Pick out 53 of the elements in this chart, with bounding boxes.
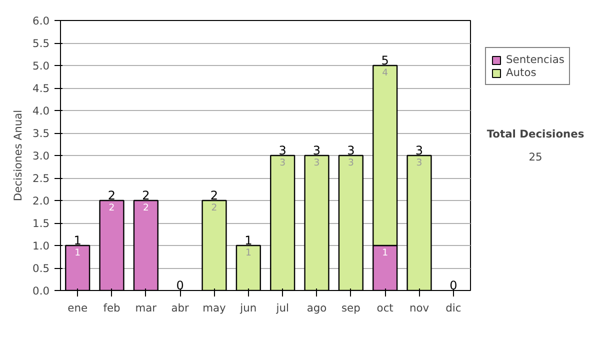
- data-label: 1: [382, 248, 388, 258]
- x-tick-label: dic: [446, 302, 462, 314]
- data-label: 4: [382, 68, 388, 78]
- x-tick-label: may: [202, 302, 226, 314]
- data-label: 3: [416, 158, 422, 168]
- y-tick-label: 3.5: [32, 127, 50, 140]
- data-label: 2: [142, 202, 149, 214]
- x-tick-label: mar: [135, 302, 158, 314]
- total-label: 2: [210, 188, 218, 202]
- x-tick-label: jun: [239, 302, 257, 314]
- y-tick-label: 6.0: [32, 14, 50, 28]
- x-tick-label: jul: [275, 302, 289, 314]
- data-label: 1: [245, 248, 252, 258]
- data-label: 3: [280, 158, 286, 168]
- total-label: 3: [278, 144, 286, 158]
- total-label: 5: [381, 54, 389, 68]
- y-tick-label: 0.5: [32, 262, 50, 275]
- total-label: 1: [74, 234, 82, 248]
- total-label: 1: [244, 234, 252, 248]
- data-label: 1: [74, 248, 81, 258]
- data-label: 3: [348, 158, 354, 168]
- y-axis-title: Decisiones Anual: [12, 110, 25, 202]
- y-tick-label: 1.5: [32, 217, 50, 230]
- data-label: 3: [314, 158, 320, 168]
- y-tick-label: 4.0: [32, 104, 50, 118]
- x-tick-label: ene: [68, 302, 88, 314]
- y-tick-label: 2.0: [32, 194, 50, 208]
- y-tick-label: 3.0: [32, 150, 50, 162]
- legend-label: Sentencias: [506, 53, 564, 66]
- x-tick-label: sep: [341, 302, 361, 314]
- total-label: 0: [176, 278, 184, 292]
- x-tick-label: nov: [409, 302, 430, 314]
- y-tick-label: 5.0: [32, 60, 50, 72]
- x-tick-label: feb: [103, 302, 121, 314]
- x-tick-label: ago: [306, 302, 327, 314]
- total-label: 0: [450, 278, 458, 292]
- y-tick-label: 2.5: [32, 172, 50, 185]
- x-tick-label: oct: [376, 302, 394, 314]
- text: Total Decisiones: [486, 128, 584, 140]
- total-label: 2: [142, 188, 150, 202]
- total-label: 2: [108, 188, 116, 202]
- total-label: 3: [347, 144, 355, 158]
- x-tick-label: abr: [171, 302, 190, 314]
- total-label: 3: [312, 144, 321, 158]
- y-tick-label: 5.5: [32, 37, 50, 50]
- data-label: 2: [108, 202, 115, 214]
- y-tick-label: 1.0: [32, 240, 50, 252]
- y-tick-label: 4.5: [32, 82, 50, 95]
- y-tick-label: 0.0: [32, 284, 50, 298]
- total-label: 3: [415, 144, 424, 158]
- text: 25: [528, 150, 542, 164]
- data-label: 2: [211, 202, 218, 214]
- legend-label: Autos: [506, 66, 536, 79]
